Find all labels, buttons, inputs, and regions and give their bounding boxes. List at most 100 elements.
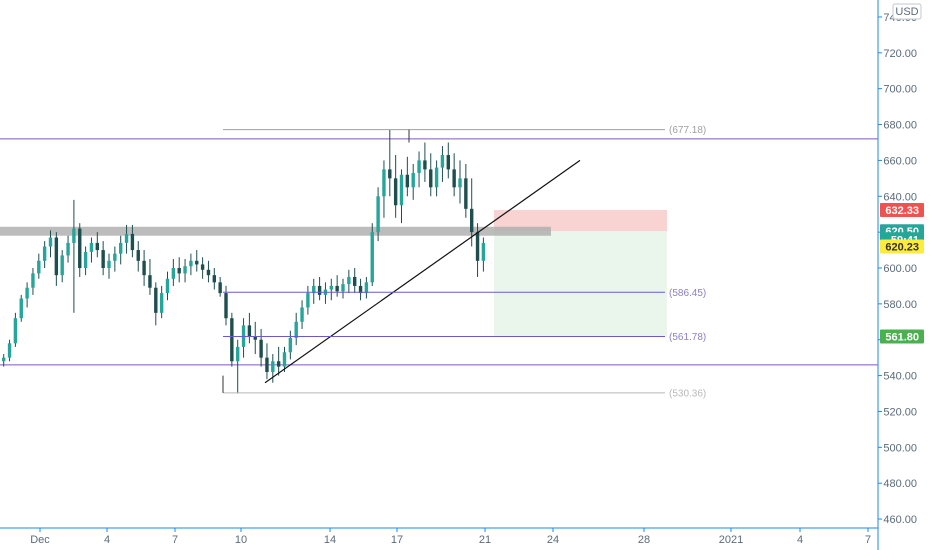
candle-body [452, 169, 456, 188]
time-tick-label: 7 [172, 534, 178, 546]
support-band [0, 226, 551, 236]
candle-body [434, 167, 439, 188]
time-tick-label: 2021 [719, 534, 743, 546]
candle-body [347, 276, 351, 285]
price-badge [880, 203, 924, 218]
level-label: (677.18) [669, 125, 706, 136]
time-tick-label: 10 [235, 534, 247, 546]
candle-body [282, 352, 287, 367]
candle-body [399, 174, 404, 206]
candle-body [206, 269, 211, 276]
candle-body [236, 346, 240, 362]
candle-body [294, 321, 298, 338]
candle-body [136, 250, 140, 261]
candle-body [154, 287, 158, 313]
price-tick-label: 660.00 [883, 155, 917, 167]
price-badge-label: 632.33 [885, 205, 919, 217]
candle-body [388, 169, 392, 179]
horizontal-levels [0, 138, 878, 366]
candle-body [382, 169, 386, 197]
level-label: (561.78) [669, 332, 706, 343]
candle-body [89, 242, 94, 252]
candle-body [183, 266, 187, 274]
candle-body [230, 318, 234, 362]
candle-body [119, 242, 123, 254]
candle-body [417, 160, 421, 173]
price-axis[interactable]: 740.00720.00700.00680.00660.00640.00620.… [877, 0, 922, 550]
candle-body [200, 264, 205, 270]
time-tick-label: Dec [30, 534, 50, 546]
candle-body [259, 339, 263, 358]
candle-body [177, 268, 181, 274]
time-tick-label: 17 [391, 534, 403, 546]
candle-body [113, 253, 117, 261]
price-tick-label: 460.00 [883, 514, 917, 526]
price-tick-label: 520.00 [883, 406, 917, 418]
candle-body [358, 285, 363, 294]
price-tick-label: 580.00 [883, 299, 917, 311]
price-tick-label: 640.00 [883, 191, 917, 203]
level-label: (530.36) [669, 388, 706, 399]
candle-body [7, 343, 12, 358]
time-tick-label: 7 [865, 534, 871, 546]
price-tick-label: 600.00 [883, 263, 917, 275]
candle-body [411, 172, 415, 188]
price-tick-label: 480.00 [883, 478, 917, 490]
time-tick-label: 28 [638, 534, 650, 546]
stop-loss-zone [494, 210, 667, 232]
candle-body [142, 260, 146, 276]
position-zones [0, 210, 667, 337]
candle-body [423, 160, 427, 170]
candle-body [148, 275, 152, 288]
price-tick-label: 700.00 [883, 84, 917, 96]
candle-body [101, 250, 105, 268]
candle-body [165, 278, 170, 294]
candle-body [370, 232, 374, 283]
time-axis[interactable]: Dec 4 7 10 14 17 21 24 28 2021 4 7 [0, 527, 878, 546]
candle-body [341, 284, 345, 292]
candle-body [19, 298, 23, 319]
candle-body [48, 237, 53, 247]
candle-body [300, 307, 304, 322]
price-badge [880, 329, 924, 344]
candle-body [475, 232, 480, 261]
candle-body [95, 242, 99, 251]
time-tick-label: 21 [479, 534, 491, 546]
price-tick-label: 540.00 [883, 371, 917, 383]
candle-body [60, 255, 64, 276]
candle-body [2, 357, 6, 362]
candle-body [124, 233, 129, 243]
level-labels: (677.18) (586.45) (561.78) (530.36) [669, 125, 706, 399]
currency-box [892, 3, 922, 20]
level-label: (586.45) [669, 288, 706, 299]
time-tick-label: 4 [797, 534, 803, 546]
candle-body [130, 233, 135, 251]
currency-label: USD [895, 6, 918, 18]
candle-body [31, 273, 35, 288]
candle-body [42, 246, 47, 261]
candle-body [364, 282, 369, 294]
candle-body [271, 361, 275, 372]
candle-body [429, 169, 433, 188]
time-tick-label: 4 [104, 534, 110, 546]
candle-body [13, 318, 18, 344]
candle-body [306, 293, 310, 308]
candle-body [440, 155, 445, 168]
take-profit-zone [494, 231, 667, 337]
price-badge-label: 620.23 [885, 241, 919, 253]
candle-body [312, 285, 316, 294]
price-badge [880, 239, 924, 254]
candle-body [376, 196, 380, 233]
candle-body [329, 285, 333, 290]
candle-body [66, 242, 70, 256]
candle-body [276, 361, 281, 367]
candle-body [159, 293, 164, 313]
candle-body [218, 282, 222, 294]
candle-body [265, 357, 269, 372]
candle-body [470, 208, 474, 233]
candle-body [253, 336, 257, 340]
candle-body [171, 268, 176, 279]
time-tick-label: 14 [324, 534, 336, 546]
